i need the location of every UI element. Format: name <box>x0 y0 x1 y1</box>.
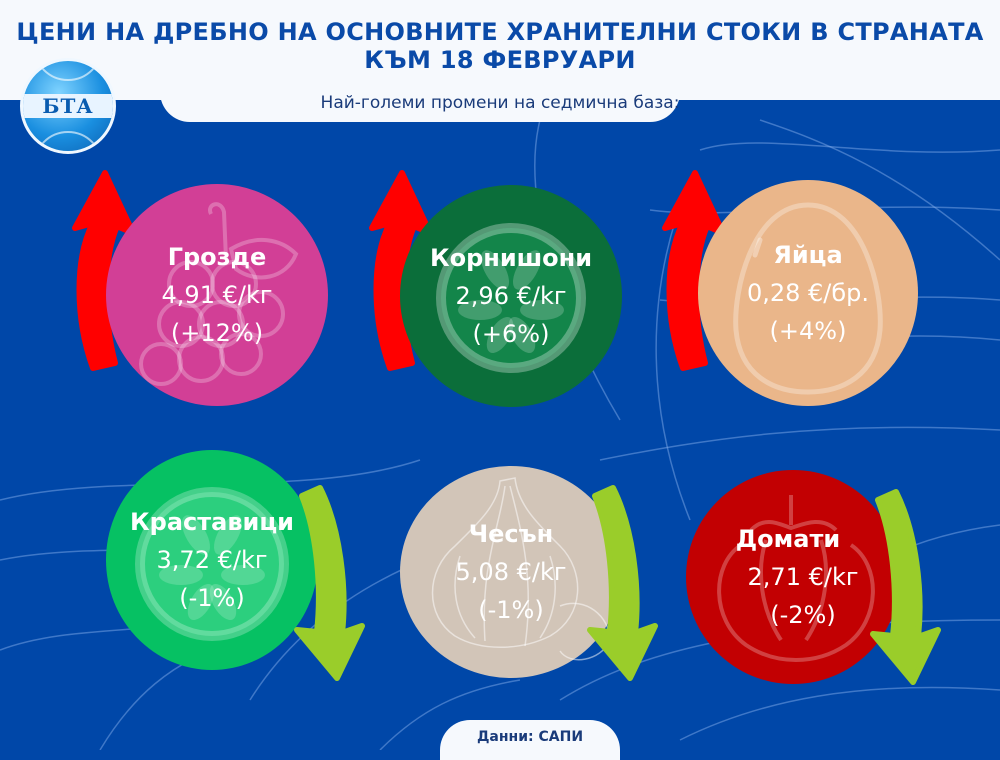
item-card-garlic: Чесън 5,08 €/kг (-1%) <box>400 466 622 678</box>
title-line-2: КЪМ 18 ФЕВРУАРИ <box>364 46 636 74</box>
logo-arc <box>33 61 103 81</box>
egg-icon <box>733 202 883 395</box>
item-text: Домати 2,71 €/kг (-2%) <box>718 520 859 634</box>
item-price: 2,71 €/kг <box>747 563 859 591</box>
item-price: 5,08 €/kг <box>455 558 567 586</box>
item-change: (-1%) <box>179 584 245 612</box>
logo-arc <box>33 131 103 151</box>
item-name: Краставици <box>130 508 294 536</box>
bta-logo: БТА <box>20 58 116 154</box>
item-card-gherkins: Корнишони 2,96 €/kг (+6%) <box>400 185 622 407</box>
item-change: (-2%) <box>770 601 836 629</box>
item-text: Краставици 3,72 €/kг (-1%) <box>130 503 294 617</box>
data-source-label: Данни: САПИ <box>440 720 620 760</box>
tomato-icon <box>717 495 875 662</box>
title-line-1: ЦЕНИ НА ДРЕБНО НА ОСНОВНИТЕ ХРАНИТЕЛНИ С… <box>16 18 984 46</box>
logo-band <box>23 94 113 118</box>
arrow-up-icon <box>72 170 136 371</box>
cucumber-slice-icon <box>436 223 586 373</box>
item-card-eggs: Яйца 0,28 €/бр. (+4%) <box>698 180 918 406</box>
item-price: 0,28 €/бр. <box>746 279 870 307</box>
item-price: 3,72 €/kг <box>156 546 268 574</box>
item-card-cucumbers: Краставици 3,72 €/kг (-1%) <box>106 450 318 670</box>
item-price: 2,96 €/kг <box>455 282 567 310</box>
item-change: (+4%) <box>769 317 847 345</box>
cucumber-slice-icon <box>135 487 289 641</box>
arrow-down-icon <box>870 489 941 685</box>
arrow-up-icon <box>662 170 726 371</box>
item-name: Яйца <box>773 241 843 269</box>
item-price: 4,91 €/kг <box>161 281 273 309</box>
item-text: Чесън 5,08 €/kг (-1%) <box>456 515 567 629</box>
page-title: ЦЕНИ НА ДРЕБНО НА ОСНОВНИТЕ ХРАНИТЕЛНИ С… <box>0 18 1000 74</box>
grapes-icon <box>139 202 299 386</box>
arrow-down-icon <box>587 485 658 681</box>
item-name: Грозде <box>167 243 267 271</box>
arrow-down-icon <box>294 485 365 681</box>
item-text: Яйца 0,28 €/бр. (+4%) <box>747 236 869 350</box>
subtitle-tab <box>160 88 680 122</box>
item-change: (+12%) <box>170 319 264 347</box>
item-change: (-1%) <box>478 596 544 624</box>
header-background <box>0 0 1000 100</box>
page-subtitle: Най-големи промени на седмична база: <box>320 93 680 113</box>
item-name: Чесън <box>468 520 554 548</box>
logo-text: БТА <box>42 94 94 118</box>
item-card-tomatoes: Домати 2,71 €/kг (-2%) <box>686 470 900 684</box>
item-change: (+6%) <box>472 320 550 348</box>
item-card-grapes: Грозде 4,91 €/kг (+12%) <box>106 184 328 406</box>
item-name: Корнишони <box>429 244 593 272</box>
item-name: Домати <box>735 525 841 553</box>
item-text: Грозде 4,91 €/kг (+12%) <box>162 238 273 352</box>
item-text: Корнишони 2,96 €/kг (+6%) <box>430 239 592 353</box>
